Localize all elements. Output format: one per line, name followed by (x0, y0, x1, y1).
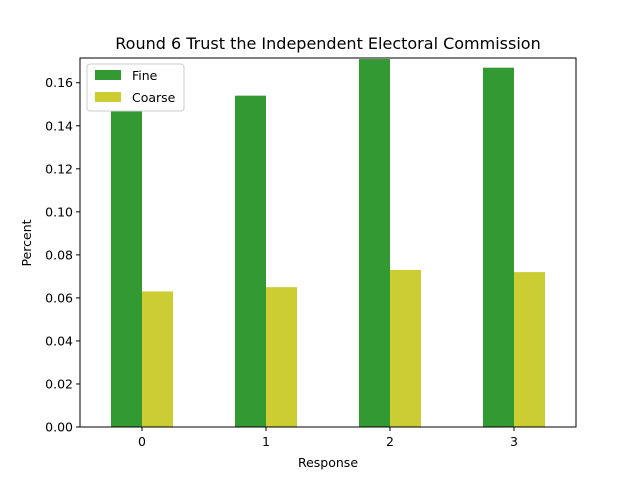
bar-coarse-3 (514, 272, 545, 427)
legend-label-coarse: Coarse (132, 90, 176, 105)
y-tick-label: 0.08 (45, 247, 73, 262)
bar-coarse-1 (266, 287, 297, 427)
x-tick-label: 0 (138, 434, 146, 449)
chart-title: Round 6 Trust the Independent Electoral … (115, 34, 540, 53)
bar-coarse-2 (390, 269, 421, 427)
y-tick-label: 0.16 (45, 75, 73, 90)
y-tick-label: 0.02 (45, 376, 73, 391)
legend-swatch-fine (95, 70, 121, 80)
y-axis: 0.00 0.02 0.04 0.06 0.08 0.10 0.12 0.14 0.16 (45, 75, 80, 435)
y-tick-label: 0.06 (45, 290, 73, 305)
plot-frame (79, 57, 577, 428)
y-tick-label: 0.14 (45, 118, 73, 133)
y-tick-label: 0.10 (45, 204, 73, 219)
x-axis: 0 1 2 3 (138, 427, 518, 449)
legend-label-fine: Fine (132, 68, 158, 83)
plot-area (111, 59, 545, 427)
y-tick-label: 0.04 (45, 333, 73, 348)
bar-fine-2 (359, 59, 390, 427)
x-tick-label: 1 (262, 434, 270, 449)
bar-fine-0 (111, 110, 142, 427)
x-tick-label: 2 (386, 434, 394, 449)
y-tick-label: 0.12 (45, 161, 73, 176)
x-axis-label: Response (298, 455, 358, 470)
y-axis-label: Percent (19, 219, 34, 266)
bar-coarse-0 (142, 291, 173, 427)
bar-fine-3 (483, 67, 514, 427)
y-tick-label: 0.00 (45, 420, 73, 435)
bar-fine-1 (235, 95, 266, 427)
legend: Fine Coarse (86, 63, 185, 112)
x-tick-label: 3 (510, 434, 518, 449)
legend-swatch-coarse (95, 92, 121, 102)
